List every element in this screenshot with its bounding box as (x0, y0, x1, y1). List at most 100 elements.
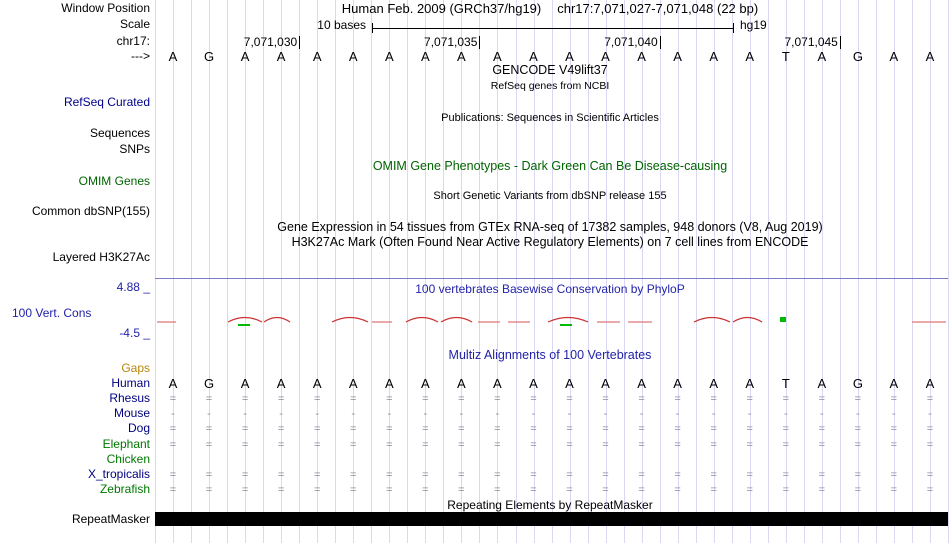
track-label-layered-h3k27ac[interactable]: Layered H3K27Ac (52, 250, 150, 264)
alignment-glyph: = (818, 393, 826, 406)
alignment-glyph: = (169, 393, 177, 406)
alignment-glyph: = (782, 483, 790, 496)
alignment-glyph: = (602, 483, 609, 496)
track-label-repeatmasker[interactable]: RepeatMasker (71, 512, 150, 526)
track-header-multiz[interactable]: Multiz Alignments of 100 Vertebrates (448, 348, 652, 362)
track-header-gtex[interactable]: Gene Expression in 54 tissues from GTEx … (277, 220, 823, 234)
sequence-base: A (565, 49, 574, 64)
gridline (533, 0, 535, 543)
alignment-glyph: = (926, 423, 934, 436)
alignment-glyph: - (279, 408, 283, 421)
track-label-sequences[interactable]: Sequences (89, 126, 150, 140)
track-header-omim[interactable]: OMIM Gene Phenotypes - Dark Green Can Be… (372, 159, 728, 173)
species-label-mouse[interactable]: Mouse (113, 406, 150, 421)
ruler-tick (839, 36, 841, 49)
human-alignment-base: A (673, 376, 682, 392)
track-label-refseq-curated[interactable]: RefSeq Curated (63, 95, 150, 109)
alignment-glyph: = (422, 438, 429, 451)
species-label-x_tropicalis[interactable]: X_tropicalis (87, 466, 150, 481)
alignment-glyph: = (313, 393, 321, 406)
alignment-glyph: = (422, 468, 429, 481)
track-header-gencode[interactable]: GENCODE V49lift37 (492, 63, 608, 77)
gridline (353, 0, 355, 543)
alignment-glyph: - (675, 408, 680, 421)
track-label-snps[interactable]: SNPs (119, 142, 150, 156)
alignment-glyph: = (926, 483, 934, 496)
human-alignment-base: A (925, 376, 935, 392)
alignment-glyph: = (169, 423, 177, 436)
sequence-base: A (493, 49, 502, 64)
species-label-elephant[interactable]: Elephant (102, 436, 150, 451)
alignment-glyph: = (530, 393, 537, 406)
species-label-human[interactable]: Human (111, 376, 150, 391)
human-alignment-base: A (817, 376, 827, 392)
alignment-glyph: = (494, 468, 501, 481)
alignment-glyph: = (386, 393, 393, 406)
human-alignment-base: G (852, 376, 863, 392)
track-header-refseq[interactable]: RefSeq genes from NCBI (490, 80, 610, 92)
human-alignment-base: A (312, 376, 322, 392)
alignment-glyph: = (241, 423, 249, 436)
sequence-base: A (817, 49, 827, 64)
alignment-glyph: = (422, 483, 429, 496)
gridline (335, 0, 337, 543)
alignment-glyph: = (205, 423, 213, 436)
alignment-glyph: = (782, 468, 790, 481)
gridline (407, 0, 409, 543)
alignment-glyph: - (783, 408, 788, 421)
alignment-glyph: = (277, 393, 285, 406)
track-header-publications[interactable]: Publications: Sequences in Scientific Ar… (441, 112, 659, 124)
track-header-repeatmasker[interactable]: Repeating Elements by RepeatMasker (447, 498, 653, 512)
ruler-tick-label: 7,071,030 (243, 35, 298, 49)
alignment-glyph: = (746, 468, 753, 481)
alignment-glyph: = (169, 438, 177, 451)
gridline (695, 0, 697, 543)
human-alignment-base: A (529, 376, 538, 392)
gridline (317, 0, 319, 543)
gridline (839, 0, 841, 543)
species-label-chicken[interactable]: Chicken (106, 451, 150, 466)
gridline (713, 0, 715, 543)
alignment-glyph: = (530, 423, 537, 436)
gridline (948, 0, 949, 543)
human-alignment-base: A (384, 376, 394, 392)
alignment-glyph: - (603, 408, 608, 421)
track-label-omim-genes[interactable]: OMIM Genes (78, 174, 150, 188)
alignment-glyph: - (387, 408, 392, 421)
species-label-dog[interactable]: Dog (127, 421, 150, 436)
track-header-h3k27ac[interactable]: H3K27Ac Mark (Often Found Near Active Re… (291, 235, 809, 249)
alignment-glyph: = (890, 438, 898, 451)
scale-bar-right-tick (733, 23, 734, 33)
track-header-conservation[interactable]: 100 vertebrates Basewise Conservation by… (415, 282, 685, 296)
alignment-glyph: = (638, 438, 645, 451)
phylop-peak (227, 316, 263, 323)
alignment-glyph: = (818, 423, 826, 436)
alignment-glyph: = (710, 423, 717, 436)
repeatmasker-track-bar[interactable] (155, 512, 948, 526)
species-label-rhesus[interactable]: Rhesus (109, 391, 150, 406)
scale-value: 10 bases (317, 18, 366, 32)
alignment-glyph: - (892, 408, 896, 421)
track-header-dbsnp[interactable]: Short Genetic Variants from dbSNP releas… (433, 190, 667, 202)
sequence-base: A (276, 49, 286, 64)
alignment-glyph: - (459, 408, 464, 421)
alignment-glyph: = (241, 483, 249, 496)
sequence-base: A (348, 49, 358, 64)
track-label-100-vert-cons[interactable]: 100 Vert. Cons (12, 306, 92, 320)
alignment-glyph: = (926, 393, 934, 406)
species-label-gaps[interactable]: Gaps (121, 361, 150, 375)
gridline (749, 0, 751, 543)
track-label-common-dbsnp[interactable]: Common dbSNP(155) (31, 204, 150, 218)
ruler-tick-label: 7,071,045 (784, 35, 838, 49)
gridline (479, 0, 481, 543)
window-position-header: Human Feb. 2009 (GRCh37/hg19) chr17:7,071… (155, 2, 945, 15)
alignment-glyph: = (386, 423, 393, 436)
scale-label: Scale (119, 17, 150, 31)
species-label-zebrafish[interactable]: Zebrafish (99, 481, 150, 496)
sequence-base: A (529, 49, 538, 64)
human-alignment-base: A (420, 376, 430, 392)
gridline (569, 0, 571, 543)
alignment-glyph: = (566, 468, 573, 481)
gridline (731, 0, 733, 543)
